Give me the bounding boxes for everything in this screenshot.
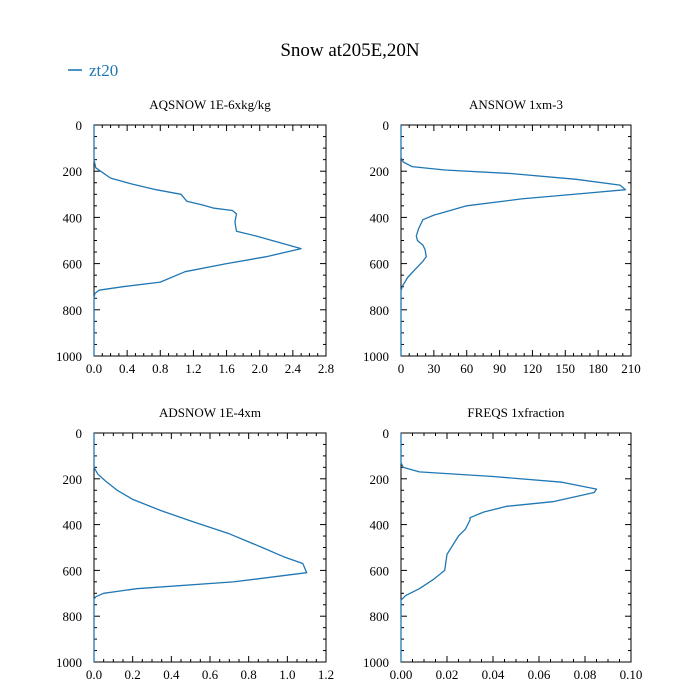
y-tick-label: 600 <box>370 257 390 272</box>
y-tick-label: 1000 <box>363 349 389 364</box>
legend-label: zt20 <box>89 61 118 80</box>
y-tick-label: 400 <box>370 210 390 225</box>
panel-title: ADSNOW 1E-4xm <box>159 405 261 420</box>
y-tick-label: 200 <box>370 472 390 487</box>
y-tick-label: 1000 <box>56 655 82 670</box>
x-tick-label: 0.04 <box>482 667 505 682</box>
x-tick-label: 0.2 <box>125 667 141 682</box>
series-line-zt20 <box>400 125 627 356</box>
y-tick-label: 0 <box>76 426 83 441</box>
panel-3: ADSNOW 1E-4xm 0.0 0.2 0.4 0.6 0.8 1.0 1.2 0 200 40… <box>56 405 334 682</box>
x-tick-label: 1.6 <box>218 361 235 376</box>
y-tick-label: 800 <box>63 609 83 624</box>
y-tick-label: 600 <box>63 563 83 578</box>
x-tick-label: 2.0 <box>252 361 268 376</box>
legend: zt20 <box>68 61 118 80</box>
y-tick-label: 600 <box>63 257 83 272</box>
y-tick-label: 0 <box>383 426 390 441</box>
y-tick-label: 0 <box>383 118 390 133</box>
y-tick-label: 400 <box>370 518 390 533</box>
plot-frame <box>93 432 327 663</box>
y-tick-label: 0 <box>76 118 83 133</box>
x-tick-label: 30 <box>427 361 440 376</box>
x-tick-label: 180 <box>588 361 608 376</box>
panel-1: AQSNOW 1E-6xkg/kg 0.0 0.4 0.8 1.2 1.6 2.0 2.4 2.… <box>56 97 334 376</box>
x-tick-label: 0.0 <box>86 361 102 376</box>
x-tick-label: 0.4 <box>119 361 136 376</box>
x-tick-label: 0.8 <box>241 667 257 682</box>
y-tick-label: 1000 <box>363 655 389 670</box>
series-line-zt20 <box>93 433 308 662</box>
x-tick-label: 1.2 <box>318 667 334 682</box>
plot-frame <box>400 124 632 357</box>
series-line-zt20 <box>400 433 598 662</box>
x-tick-label: 0.08 <box>574 667 597 682</box>
y-tick-label: 400 <box>63 518 83 533</box>
plot-frame <box>400 432 632 663</box>
y-tick-label: 800 <box>370 303 390 318</box>
x-tick-label: 150 <box>556 361 576 376</box>
y-tick-label: 200 <box>370 164 390 179</box>
panel-title: AQSNOW 1E-6xkg/kg <box>149 97 271 112</box>
x-tick-label: 0.8 <box>152 361 168 376</box>
x-tick-label: 1.0 <box>279 667 295 682</box>
y-tick-label: 800 <box>370 609 390 624</box>
x-tick-label: 0.4 <box>163 667 180 682</box>
y-tick-label: 400 <box>63 210 83 225</box>
y-tick-label: 200 <box>63 472 83 487</box>
x-tick-label: 0 <box>398 361 405 376</box>
x-tick-label: 60 <box>460 361 473 376</box>
x-tick-label: 2.4 <box>285 361 302 376</box>
x-tick-label: 1.2 <box>185 361 201 376</box>
panel-title: ANSNOW 1xm-3 <box>469 97 563 112</box>
y-tick-label: 800 <box>63 303 83 318</box>
series-line-zt20 <box>93 125 302 356</box>
x-tick-label: 0.02 <box>436 667 459 682</box>
x-tick-label: 90 <box>493 361 506 376</box>
panel-4: FREQS 1xfraction 0.00 0.02 0.04 0.06 0.08 0.10… <box>363 405 642 682</box>
y-tick-label: 200 <box>63 164 83 179</box>
panel-2: ANSNOW 1xm-3 0 30 60 90 120 150 180 210 0 200 400 60… <box>363 97 641 376</box>
figure-title: Snow at205E,20N <box>280 40 420 61</box>
x-tick-label: 0.00 <box>390 667 413 682</box>
x-tick-label: 0.10 <box>620 667 643 682</box>
panel-title: FREQS 1xfraction <box>467 405 565 420</box>
x-tick-label: 210 <box>621 361 641 376</box>
y-tick-label: 600 <box>370 563 390 578</box>
x-tick-label: 120 <box>523 361 543 376</box>
x-tick-label: 0.0 <box>86 667 102 682</box>
plot-frame <box>93 124 327 357</box>
y-tick-label: 1000 <box>56 349 82 364</box>
x-tick-label: 0.6 <box>202 667 219 682</box>
x-tick-label: 0.06 <box>528 667 551 682</box>
x-tick-label: 2.8 <box>318 361 334 376</box>
